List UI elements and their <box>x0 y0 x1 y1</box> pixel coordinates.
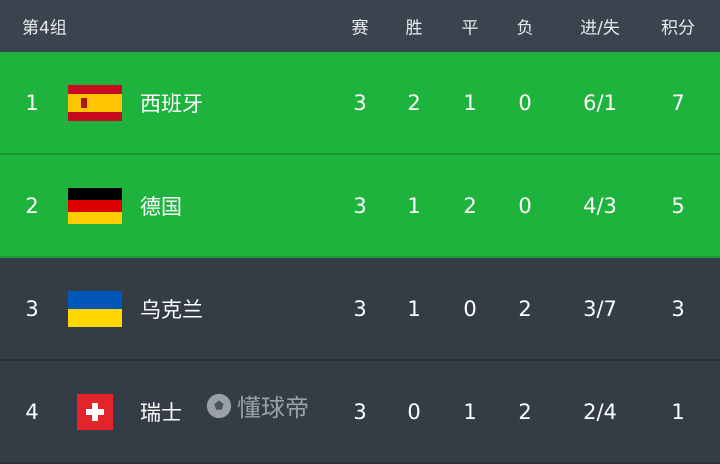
rank: 4 <box>25 399 39 424</box>
table-row[interactable]: 4 瑞士 3 0 1 2 2/4 1 <box>0 361 720 464</box>
lost-value: 0 <box>518 193 532 218</box>
lost-value: 2 <box>518 399 532 424</box>
ball-logo-icon <box>206 393 232 418</box>
table-row[interactable]: 2 德国 3 1 2 0 4/3 5 <box>0 155 720 258</box>
rank: 3 <box>25 296 39 321</box>
watermark: 懂球帝 <box>205 388 309 423</box>
drawn-value: 2 <box>463 193 477 218</box>
points-value: 3 <box>671 296 685 321</box>
group-title: 第4组 <box>22 18 67 39</box>
col-lost: 负 <box>516 18 534 39</box>
col-goals: 进/失 <box>580 18 620 39</box>
col-won: 胜 <box>405 18 423 39</box>
points-value: 1 <box>671 399 685 424</box>
table-row[interactable]: 1 西班牙 3 2 1 0 6/1 7 <box>0 52 720 155</box>
col-drawn: 平 <box>461 18 479 39</box>
rank: 2 <box>25 193 39 218</box>
drawn-value: 0 <box>463 296 477 321</box>
germany-flag-icon <box>68 187 122 224</box>
won-value: 0 <box>407 399 421 424</box>
table-header: 第4组 赛 胜 平 负 进/失 积分 <box>0 0 720 52</box>
ukraine-flag-icon <box>68 290 122 327</box>
won-value: 2 <box>407 90 421 115</box>
goals-value: 2/4 <box>583 399 617 424</box>
points-value: 7 <box>671 90 685 115</box>
played-value: 3 <box>353 193 367 218</box>
goals-value: 3/7 <box>583 296 617 321</box>
col-points: 积分 <box>661 18 695 39</box>
switzerland-flag-icon <box>68 393 122 430</box>
won-value: 1 <box>407 193 421 218</box>
spain-flag-icon <box>68 84 122 121</box>
col-played: 赛 <box>351 18 369 39</box>
played-value: 3 <box>353 399 367 424</box>
rank: 1 <box>25 90 39 115</box>
played-value: 3 <box>353 90 367 115</box>
lost-value: 0 <box>518 90 532 115</box>
drawn-value: 1 <box>463 90 477 115</box>
team-name[interactable]: 德国 <box>140 194 182 219</box>
lost-value: 2 <box>518 296 532 321</box>
drawn-value: 1 <box>463 399 477 424</box>
team-name[interactable]: 瑞士 <box>140 400 182 425</box>
watermark-text: 懂球帝 <box>237 394 309 422</box>
table-row[interactable]: 3 乌克兰 3 1 0 2 3/7 3 <box>0 258 720 361</box>
team-name[interactable]: 西班牙 <box>140 91 203 116</box>
goals-value: 6/1 <box>583 90 617 115</box>
goals-value: 4/3 <box>583 193 617 218</box>
won-value: 1 <box>407 296 421 321</box>
points-value: 5 <box>671 193 685 218</box>
team-name[interactable]: 乌克兰 <box>140 297 203 322</box>
played-value: 3 <box>353 296 367 321</box>
